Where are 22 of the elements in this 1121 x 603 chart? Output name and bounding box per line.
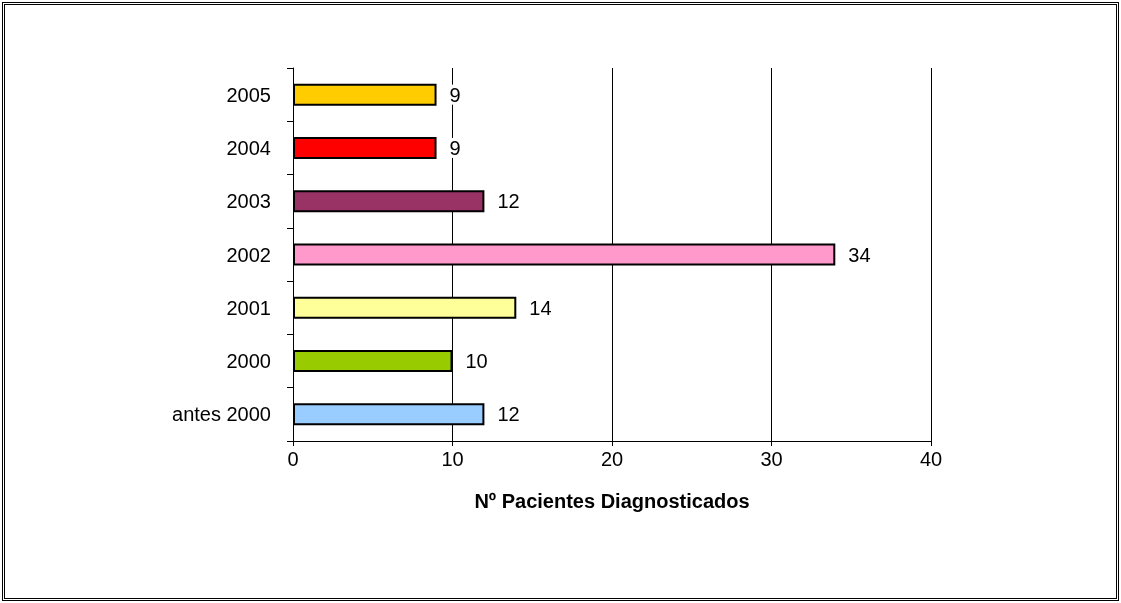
data-label: 12 [497, 403, 520, 426]
x-tick-label: 0 [287, 448, 299, 470]
bar [293, 136, 437, 159]
data-label: 12 [497, 190, 520, 213]
data-label: 9 [449, 83, 461, 106]
data-label: 34 [848, 243, 871, 266]
y-tick-label: 2003 [226, 190, 271, 213]
data-label: 9 [449, 136, 461, 159]
y-tick-label: 2005 [226, 83, 271, 106]
y-tick-label: 2001 [226, 296, 271, 319]
y-tick-label: antes 2000 [172, 403, 271, 426]
y-tick-label: 2002 [226, 243, 271, 266]
x-axis-title: Nº Pacientes Diagnosticados [474, 490, 750, 512]
y-tick-label: 2004 [226, 136, 271, 159]
x-tick-label: 20 [600, 448, 624, 470]
data-label: 10 [465, 350, 488, 373]
bar [293, 83, 437, 106]
x-tick-label: 30 [760, 448, 783, 470]
x-tick-label: 40 [919, 448, 943, 470]
data-label: 14 [529, 296, 552, 319]
x-tick-label: 10 [441, 448, 464, 470]
y-tick-label: 2000 [226, 350, 271, 373]
